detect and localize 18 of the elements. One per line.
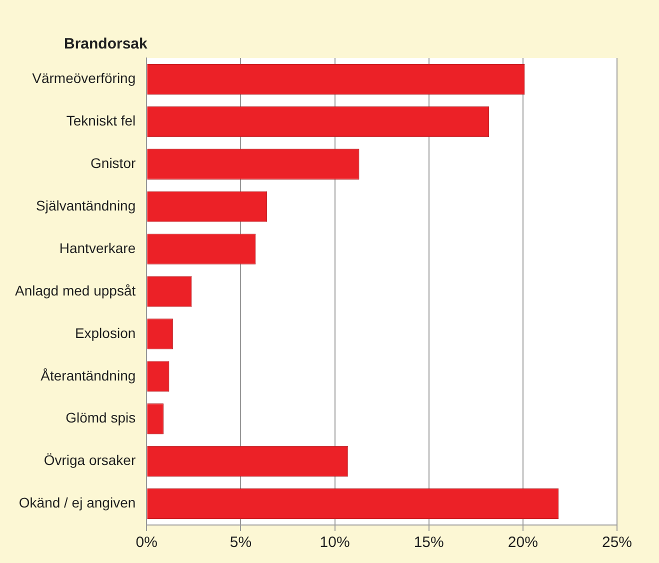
y-tick-label: Värmeöverföring bbox=[32, 70, 136, 86]
x-tick-label: 20% bbox=[508, 534, 538, 552]
y-tick-label: Återantändning bbox=[40, 367, 136, 384]
y-tick-label: Tekniskt fel bbox=[66, 112, 136, 129]
y-axis-title: Brandorsak bbox=[64, 36, 148, 53]
x-tick-label: 25% bbox=[602, 534, 632, 552]
x-tick-label: 0% bbox=[136, 534, 158, 552]
y-tick-label: Hantverkare bbox=[59, 240, 136, 256]
y-tick-label: Gnistor bbox=[90, 154, 136, 171]
y-tick-label: Explosion bbox=[74, 324, 136, 341]
y-tick-label: Glömd spis bbox=[66, 410, 136, 426]
y-tick-label: Okänd / ej angiven bbox=[18, 494, 136, 511]
x-tick-label: 5% bbox=[230, 534, 252, 552]
y-tick-label: Övriga orsaker bbox=[44, 452, 136, 468]
y-tick-label: Självantändning bbox=[36, 197, 136, 214]
x-tick-label: 10% bbox=[320, 534, 350, 552]
x-tick-label: 15% bbox=[414, 534, 444, 552]
y-tick-label: Anlagd med uppsåt bbox=[15, 282, 136, 298]
